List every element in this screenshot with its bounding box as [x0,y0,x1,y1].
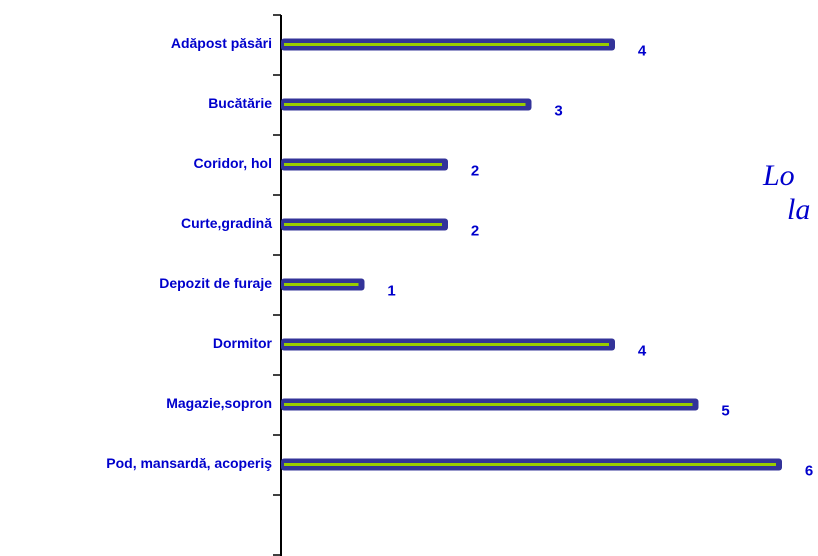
value-label: 5 [721,402,729,419]
y-tick-label: Magazie,sopron [166,395,272,411]
annotation: la [787,193,810,226]
value-label: 6 [805,462,813,479]
y-tick-label: Bucătărie [208,95,272,111]
y-tick-label: Dormitor [213,335,273,351]
y-tick-label: Depozit de furaje [159,275,272,291]
y-tick-label: Coridor, hol [193,155,272,171]
value-label: 4 [638,42,647,59]
y-tick-label: Curte,gradină [181,215,272,231]
value-label: 2 [471,222,479,239]
value-label: 4 [638,342,647,359]
y-tick-label: Adăpost păsări [171,35,272,51]
y-tick-label: Pod, mansardă, acoperiş [106,455,272,471]
value-label: 2 [471,162,479,179]
value-label: 3 [554,102,562,119]
annotation: Lo [762,159,795,192]
value-label: 1 [387,282,395,299]
